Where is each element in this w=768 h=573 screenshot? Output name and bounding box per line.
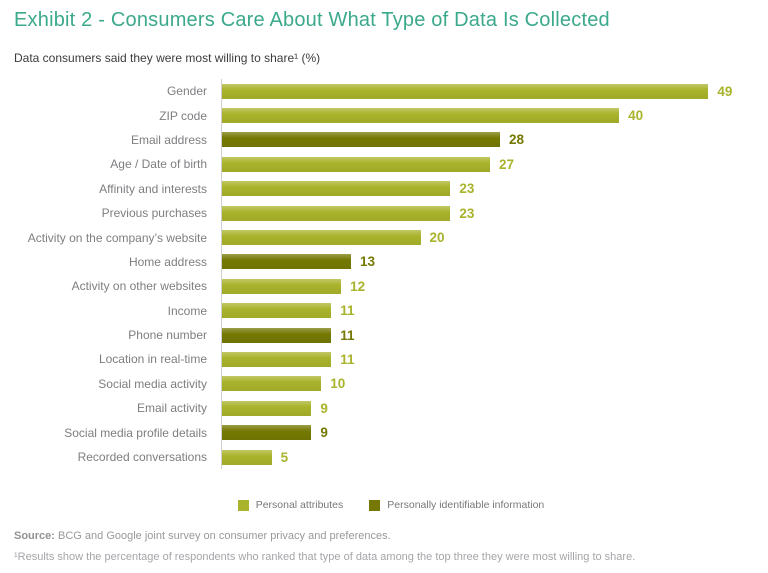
bar (222, 83, 709, 99)
bar (222, 132, 500, 148)
bar-track: 40 (221, 103, 768, 128)
value-label: 11 (340, 327, 355, 343)
bar-row: Activity on the company’s website 20 (14, 225, 768, 250)
category-label: Activity on the company’s website (27, 230, 207, 245)
value-label: 28 (508, 132, 524, 148)
bar (222, 254, 352, 270)
value-label: 23 (459, 205, 475, 221)
bar (222, 303, 332, 319)
category-label: Location in real-time (98, 352, 207, 367)
bar-row: Phone number 11 (14, 322, 768, 348)
bar-track: 10 (221, 371, 768, 397)
chart-subtitle: Data consumers said they were most willi… (14, 51, 321, 65)
value-label: 9 (320, 400, 328, 416)
value-label: 13 (360, 254, 376, 270)
chart-legend: Personal attributes Personally identifiab… (14, 499, 768, 511)
value-label: 49 (717, 83, 733, 99)
source-line: Source: BCG and Google joint survey on c… (14, 530, 768, 542)
category-label: Income (167, 303, 207, 318)
bar (222, 327, 332, 343)
bar-chart-rows: Gender 49 ZIP code 40 Email address 28 Age / D… (14, 79, 768, 470)
bar (222, 205, 451, 221)
bar-chart: Gender 49 ZIP code 40 Email address 28 Age / D… (14, 79, 768, 470)
bar-track: 23 (221, 200, 768, 226)
bar-row: Age / Date of birth 27 (14, 152, 768, 177)
category-label: ZIP code (159, 108, 207, 123)
bar (222, 181, 451, 197)
legend-item-pii: Personally identifiable information (369, 499, 544, 511)
bar (222, 376, 322, 392)
legend-label: Personal attributes (255, 499, 344, 512)
bar-track: 49 (221, 79, 768, 104)
bar-row: Gender 49 (14, 79, 768, 104)
bar (222, 156, 491, 172)
category-label: Affinity and interests (99, 181, 207, 196)
bar-row: Social media activity 10 (14, 371, 768, 397)
value-label: 10 (330, 376, 346, 392)
value-label: 12 (350, 278, 366, 294)
value-label: 20 (429, 230, 445, 246)
bar-track: 11 (221, 347, 768, 372)
page-title: Exhibit 2 - Consumers Care About What Ty… (14, 9, 610, 31)
bar-track: 20 (221, 225, 768, 250)
legend-item-personal: Personal attributes (237, 499, 344, 512)
value-label: 9 (320, 425, 328, 441)
bar-row: Home address 13 (14, 249, 768, 275)
category-label: Social media profile details (64, 425, 207, 440)
legend-label: Personally identifiable information (387, 499, 545, 512)
category-label: Recorded conversations (77, 450, 207, 465)
bar (222, 400, 312, 416)
source-text: BCG and Google joint survey on consumer … (54, 530, 391, 543)
bar-row: Activity on other websites 12 (14, 274, 768, 299)
bar-row: Email activity 9 (14, 396, 768, 421)
category-label: Email address (130, 132, 207, 147)
bar-row: ZIP code 40 (14, 103, 768, 128)
bar-track: 9 (221, 396, 768, 421)
value-label: 11 (340, 303, 355, 319)
bar-track: 11 (221, 322, 768, 348)
bar-row: Previous purchases 23 (14, 200, 768, 226)
legend-swatch-icon (237, 499, 249, 511)
category-label: Home address (128, 254, 207, 269)
bar-row: Email address 28 (14, 127, 768, 153)
footer: Source: BCG and Google joint survey on c… (14, 530, 768, 563)
bar-row: Location in real-time 11 (14, 347, 768, 372)
value-label: 5 (280, 449, 289, 465)
category-label: Gender (166, 84, 207, 99)
bar (222, 425, 312, 441)
value-label: 11 (340, 351, 355, 367)
bar (222, 449, 272, 465)
bar-track: 11 (221, 298, 768, 323)
source-label: Source: (14, 530, 55, 543)
bar-row: Affinity and interests 23 (14, 176, 768, 201)
category-label: Previous purchases (101, 206, 207, 221)
category-label: Activity on other websites (71, 279, 207, 294)
category-label: Age / Date of birth (110, 157, 207, 172)
category-label: Social media activity (98, 376, 207, 391)
value-label: 40 (628, 108, 644, 124)
bar-track: 12 (221, 274, 768, 299)
legend-swatch-icon (369, 499, 381, 511)
bar-track: 27 (221, 152, 768, 177)
bar-row: Social media profile details 9 (14, 420, 768, 445)
bar (222, 230, 421, 246)
bar-track: 13 (221, 249, 768, 275)
category-label: Email activity (136, 401, 207, 416)
bar-row: Income 11 (14, 298, 768, 323)
category-label: Phone number (128, 328, 207, 343)
bar (222, 108, 620, 124)
footnote: ¹Results show the percentage of responde… (14, 551, 636, 564)
bar-track: 9 (221, 420, 768, 445)
bar (222, 278, 342, 294)
bar-track: 23 (221, 176, 768, 201)
bar-track: 28 (221, 127, 768, 153)
bar-track: 5 (221, 444, 768, 470)
value-label: 27 (499, 156, 515, 172)
bar (222, 351, 332, 367)
bar-row: Recorded conversations 5 (14, 444, 768, 470)
value-label: 23 (459, 181, 475, 197)
